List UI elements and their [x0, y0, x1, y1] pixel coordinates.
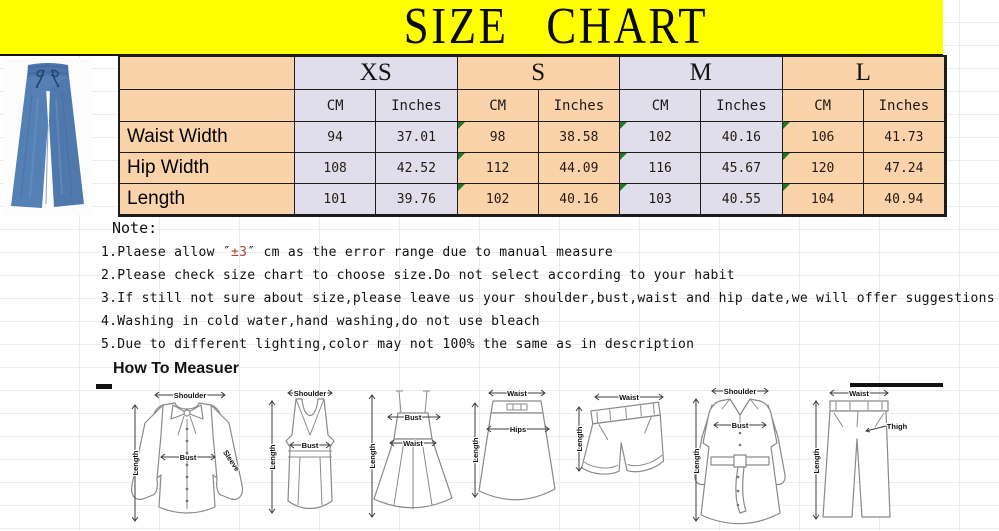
notes-header: Note: [112, 219, 158, 237]
figure-label: Bust [405, 413, 422, 422]
figure-label: Shoulder [174, 391, 207, 400]
figure-label: Length [268, 444, 277, 469]
figure-label: Length [812, 448, 821, 473]
table-cell: 108 [295, 153, 377, 184]
unit-header-inches: Inches [701, 90, 783, 122]
size-header-s: S [457, 57, 620, 90]
table-cell: 44.09 [538, 153, 620, 184]
table-cell: 40.55 [701, 184, 783, 215]
figure-label: Shoulder [294, 389, 327, 398]
unit-header-cm: CM [620, 90, 702, 122]
corner-cell [120, 57, 295, 90]
note-text: ″ cm as the error range due to manual me… [247, 245, 613, 260]
note-text: 1.Plaese allow ″ [101, 245, 232, 260]
table-cell: 112 [457, 153, 539, 184]
table-cell: 120 [782, 153, 864, 184]
table-cell: 103 [620, 184, 702, 215]
measure-figure-pants: Waist Length Thigh [811, 388, 909, 520]
table-cell: 102 [457, 184, 539, 215]
table-cell: 40.94 [863, 184, 945, 215]
table-cell: 116 [620, 153, 702, 184]
note-highlight: ±3 [231, 245, 248, 260]
note-item-5: 5.Due to different lighting,color may no… [101, 337, 695, 352]
figure-label: Length [131, 450, 140, 475]
figure-label: Length [692, 448, 701, 473]
figure-label: Bust [180, 453, 197, 462]
notes-section: Note: 1.Plaese allow ″±3″ cm as the erro… [101, 215, 998, 356]
page-title: SIZE CHART [403, 0, 708, 55]
divider-line [850, 383, 943, 387]
figure-label: Shoulder [724, 387, 757, 396]
measure-figure-cami-dress: Bust Waist Length [367, 390, 453, 518]
unit-header-cm: CM [295, 90, 377, 122]
size-table: XS S M L CM Inches CM Inches CM Inches C… [118, 55, 947, 217]
table-cell: 42.52 [376, 153, 458, 184]
table-cell: 38.58 [538, 122, 620, 153]
measure-figure-blouse: Shoulder Length Bust Sleeve [130, 390, 244, 522]
figure-label: Length [471, 437, 480, 462]
table-cell: 40.16 [701, 122, 783, 153]
table-cell: 101 [295, 184, 377, 215]
table-cell: 37.01 [376, 122, 458, 153]
note-item-3: 3.If still not sure about size,please le… [101, 291, 995, 306]
measure-figure-shorts: Waist Length [574, 392, 665, 475]
figure-label: Length [368, 443, 377, 468]
measure-figure-coat: Shoulder Bust Length [691, 386, 786, 525]
table-cell: 102 [620, 122, 702, 153]
table-cell: 41.73 [863, 122, 945, 153]
size-header-m: M [620, 57, 783, 90]
figure-label: Waist [507, 389, 527, 398]
measure-section-title: How To Measuer [113, 360, 239, 377]
figure-label: Thigh [887, 422, 908, 431]
unit-header-cm: CM [782, 90, 864, 122]
table-cell: 45.67 [701, 153, 783, 184]
size-header-xs: XS [295, 57, 458, 90]
size-chart-banner: SIZE CHART [0, 0, 943, 56]
corner-cell [120, 90, 295, 122]
figure-label: Length [575, 426, 584, 451]
unit-header-inches: Inches [538, 90, 620, 122]
table-cell: 106 [782, 122, 864, 153]
table-cell: 39.76 [376, 184, 458, 215]
size-header-l: L [782, 57, 945, 90]
note-item-1: 1.Plaese allow ″±3″ cm as the error rang… [101, 241, 998, 264]
row-label-hip-width: Hip Width [120, 153, 295, 184]
unit-header-inches: Inches [376, 90, 458, 122]
divider-line [96, 384, 112, 389]
row-label-waist-width: Waist Width [120, 122, 295, 153]
figure-label: Waist [403, 439, 423, 448]
table-cell: 94 [295, 122, 377, 153]
note-item-4: 4.Washing in cold water,hand washing,do … [101, 314, 540, 329]
measure-figure-vest: Shoulder Length Bust [267, 388, 335, 514]
note-item-2: 2.Please check size chart to choose size… [101, 268, 735, 283]
figure-label: Waist [619, 393, 639, 402]
measure-figures: Shoulder Length Bust Sleeve Shoulder Len… [115, 381, 910, 531]
table-cell: 104 [782, 184, 864, 215]
unit-header-inches: Inches [863, 90, 945, 122]
figure-label: Waist [849, 389, 869, 398]
product-photo [4, 58, 92, 215]
table-cell: 98 [457, 122, 539, 153]
unit-header-cm: CM [457, 90, 539, 122]
figure-label: Hips [510, 425, 526, 434]
figure-label: Bust [732, 421, 749, 430]
jeans-illustration [4, 58, 92, 215]
table-cell: 47.24 [863, 153, 945, 184]
measure-figure-skirt: Waist Hips Length [470, 388, 556, 501]
figure-label: Bust [302, 441, 319, 450]
table-cell: 40.16 [538, 184, 620, 215]
row-label-length: Length [120, 184, 295, 215]
